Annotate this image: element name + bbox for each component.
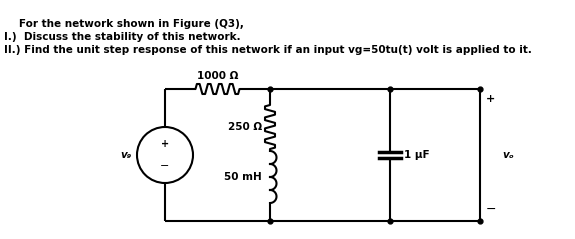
Text: +: + — [161, 139, 169, 149]
Text: −: − — [486, 202, 496, 216]
Text: 250 Ω: 250 Ω — [228, 122, 262, 132]
Text: v₉: v₉ — [121, 150, 132, 160]
Text: I.)  Discuss the stability of this network.: I.) Discuss the stability of this networ… — [4, 32, 240, 42]
Text: +: + — [486, 94, 495, 104]
Text: vₒ: vₒ — [502, 150, 513, 160]
Text: 50 mH: 50 mH — [224, 172, 262, 182]
Text: 1 μF: 1 μF — [404, 150, 430, 160]
Text: −: − — [160, 161, 170, 171]
Text: 1000 Ω: 1000 Ω — [197, 71, 238, 81]
Text: For the network shown in Figure (Q3),: For the network shown in Figure (Q3), — [8, 19, 244, 29]
Text: II.) Find the unit step response of this network if an input vg=50tu(t) volt is : II.) Find the unit step response of this… — [4, 45, 532, 55]
